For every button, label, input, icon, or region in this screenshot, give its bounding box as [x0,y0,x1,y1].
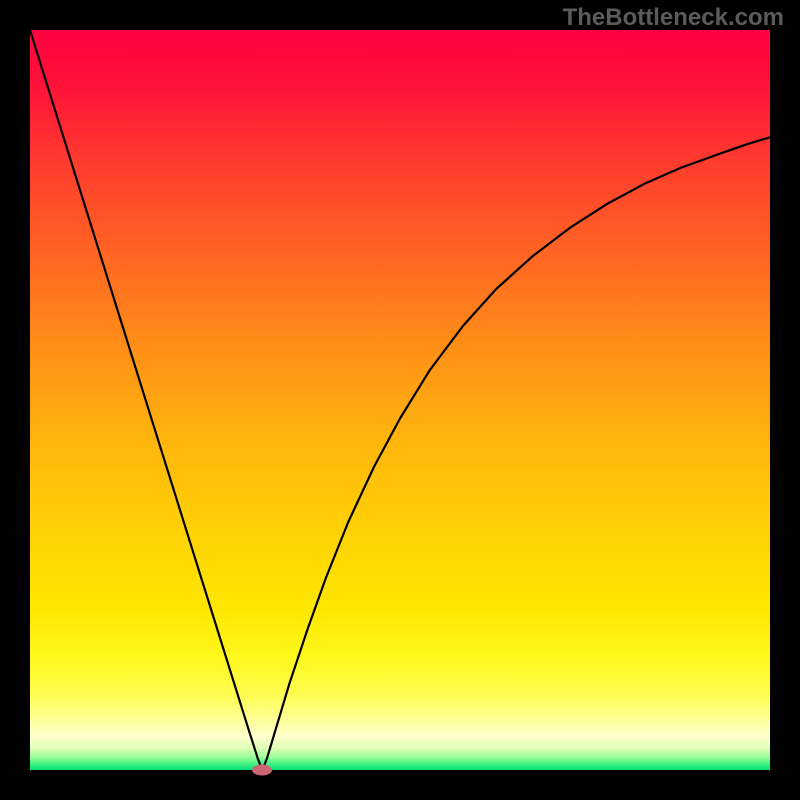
plot-area [30,30,770,770]
curve-svg [30,30,770,770]
figure-container: TheBottleneck.com [0,0,800,800]
minimum-marker [252,765,272,776]
bottleneck-curve [30,30,770,770]
watermark-text: TheBottleneck.com [563,4,784,32]
